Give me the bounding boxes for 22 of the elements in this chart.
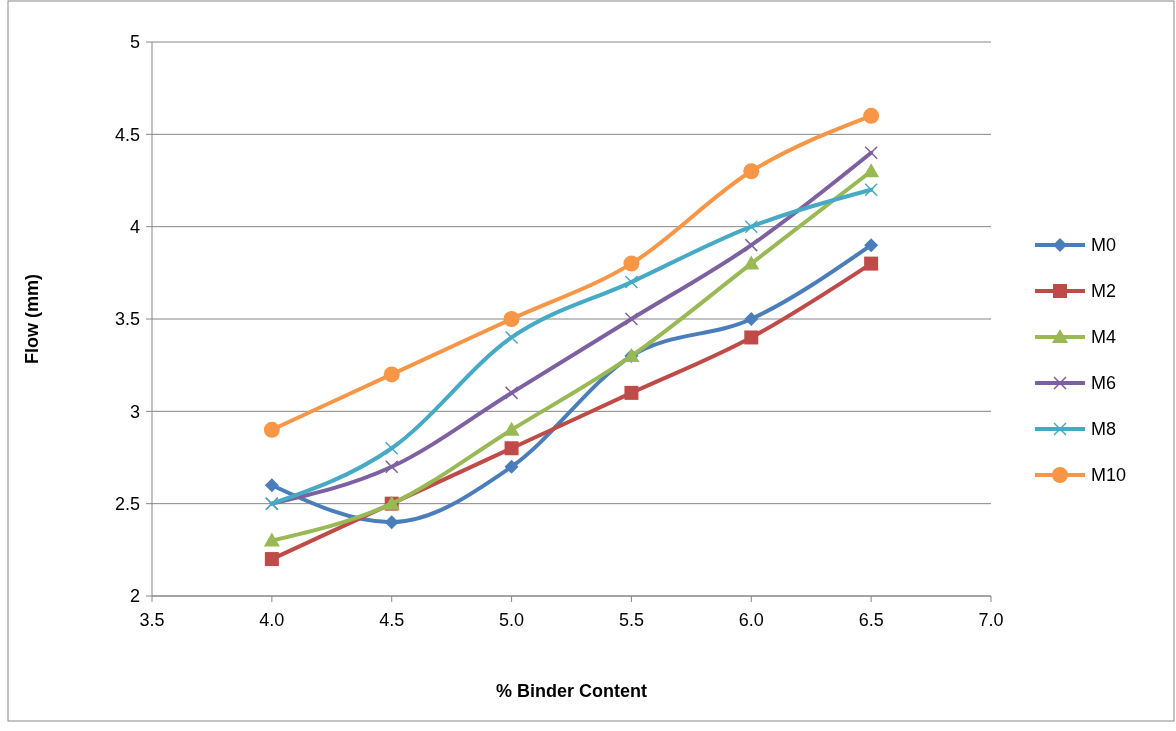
y-axis-title: Flow (mm) [22,274,42,364]
x-axis-title: % Binder Content [496,681,647,701]
x-tick-label: 7.0 [978,610,1004,630]
x-tick-label: 6.0 [738,610,764,630]
legend-label: M10 [1091,465,1127,486]
y-tick-label: 2 [129,586,140,607]
legend-label: M2 [1091,281,1117,302]
legend-label: M0 [1091,235,1117,256]
x-tick-label: 6.5 [858,610,884,630]
legend-label: M8 [1091,419,1117,440]
y-tick-label: 3.5 [114,309,140,330]
y-tick-label: 5 [129,32,140,53]
y-tick-label: 4.5 [114,124,140,145]
y-tick-label: 2.5 [114,493,140,514]
y-tick-label: 4 [129,216,140,237]
x-tick-label: 5.0 [499,610,525,630]
x-tick-label: 5.5 [618,610,644,630]
legend-label: M6 [1091,373,1117,394]
x-tick-label: 4.5 [379,610,405,630]
y-tick-label: 3 [129,401,140,422]
x-tick-label: 4.0 [259,610,285,630]
legend-label: M4 [1091,327,1117,348]
